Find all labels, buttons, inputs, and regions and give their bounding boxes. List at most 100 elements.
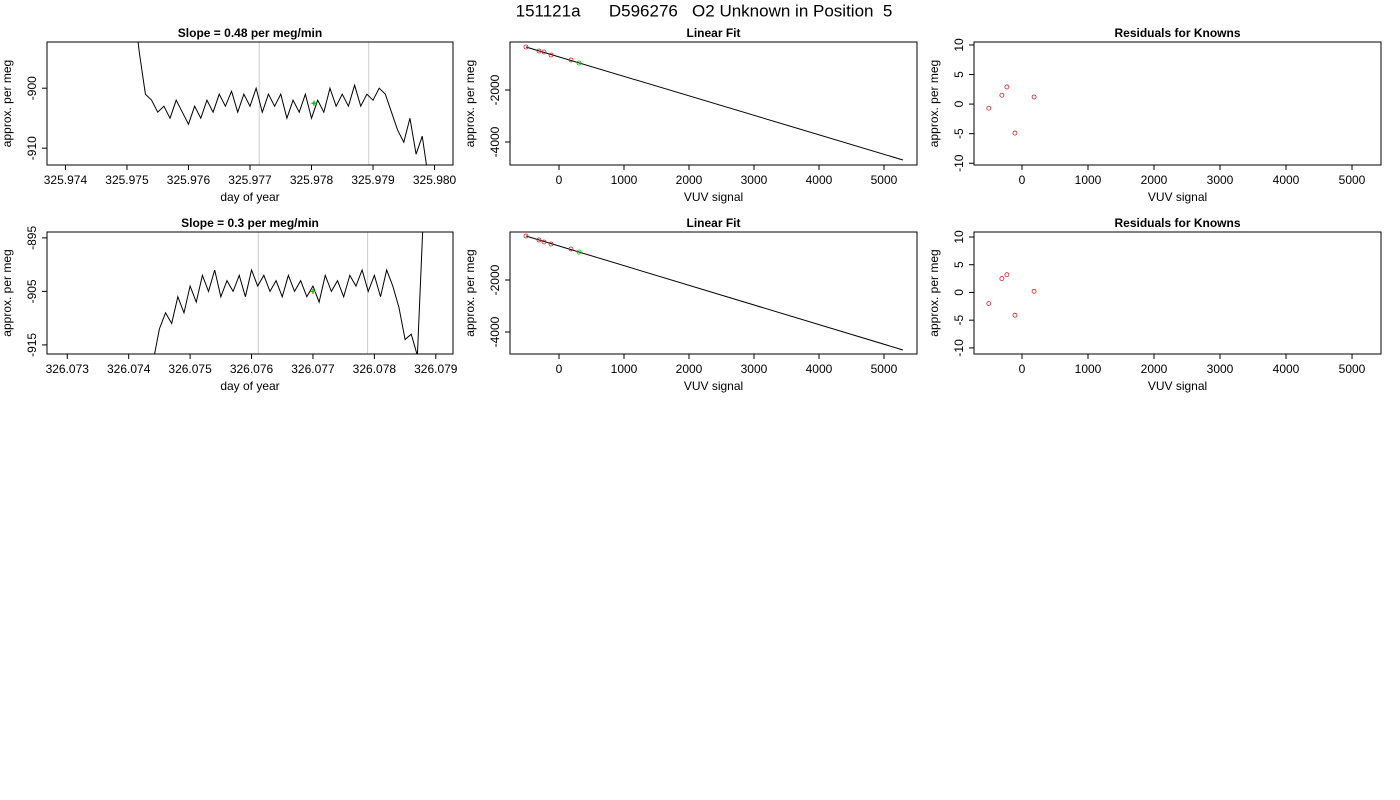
marker bbox=[310, 288, 316, 294]
x-tick-label: 2000 bbox=[1141, 173, 1168, 187]
x-tick-label: 0 bbox=[1019, 173, 1026, 187]
plot-area bbox=[154, 232, 424, 354]
y-tick-label: 0 bbox=[952, 100, 966, 107]
x-tick-label: 326.077 bbox=[291, 362, 335, 376]
x-tick-label: 4000 bbox=[1273, 173, 1300, 187]
x-tick-label: 5000 bbox=[871, 173, 898, 187]
plot-area bbox=[986, 272, 1037, 318]
x-tick-label: 5000 bbox=[1339, 362, 1366, 376]
point bbox=[523, 44, 529, 50]
figure-title: 151121a D596276 O2 Unknown in Position 5 bbox=[516, 1, 893, 20]
x-axis-label: day of year bbox=[220, 379, 279, 393]
panel: Residuals for Knowns VUV signal approx. pe… bbox=[927, 216, 1382, 393]
point bbox=[1004, 272, 1010, 278]
panel: Slope = 0.3 per meg/min day of year approx… bbox=[0, 216, 458, 393]
x-tick-label: 1000 bbox=[1075, 173, 1102, 187]
point bbox=[986, 105, 992, 111]
panel-title: Slope = 0.3 per meg/min bbox=[181, 216, 319, 230]
fit-line bbox=[525, 235, 904, 351]
x-tick-label: 325.980 bbox=[413, 173, 457, 187]
x-tick-label: 0 bbox=[1019, 362, 1026, 376]
point bbox=[576, 249, 582, 255]
plot-area bbox=[137, 42, 427, 165]
frame bbox=[46, 231, 454, 355]
y-tick-label: -910 bbox=[25, 136, 39, 160]
x-tick-label: 325.976 bbox=[167, 173, 211, 187]
y-tick-label: -10 bbox=[952, 154, 966, 172]
x-tick-label: 3000 bbox=[1207, 362, 1234, 376]
plot-area bbox=[523, 233, 904, 351]
x-axis-label: day of year bbox=[220, 190, 279, 204]
x-tick-label: 4000 bbox=[806, 173, 833, 187]
panel: Slope = 0.48 per meg/min day of year appro… bbox=[0, 26, 457, 204]
y-axis-label: approx. per meg bbox=[0, 249, 14, 336]
x-tick-label: 2000 bbox=[676, 173, 703, 187]
x-tick-label: 325.979 bbox=[351, 173, 395, 187]
y-tick-label: 5 bbox=[952, 71, 966, 78]
y-axis-label: approx. per meg bbox=[0, 60, 14, 147]
point bbox=[1012, 130, 1018, 136]
panel-title: Linear Fit bbox=[686, 216, 740, 230]
x-tick-label: 3000 bbox=[1207, 173, 1234, 187]
x-tick-label: 326.076 bbox=[230, 362, 274, 376]
point bbox=[1012, 312, 1018, 318]
y-tick-label: -895 bbox=[25, 226, 39, 250]
x-axis-label: VUV signal bbox=[1148, 190, 1207, 204]
x-tick-label: 326.073 bbox=[46, 362, 90, 376]
point bbox=[548, 52, 554, 58]
x-tick-label: 325.978 bbox=[290, 173, 334, 187]
panel-title: Residuals for Knowns bbox=[1114, 216, 1240, 230]
frame bbox=[509, 231, 918, 355]
x-axis-label: VUV signal bbox=[684, 379, 743, 393]
x-tick-label: 1000 bbox=[611, 173, 638, 187]
data-line bbox=[137, 42, 427, 165]
frame bbox=[973, 231, 1382, 355]
panel-title: Linear Fit bbox=[686, 26, 740, 40]
point bbox=[541, 239, 547, 245]
y-tick-label: 0 bbox=[952, 289, 966, 296]
plot-area bbox=[986, 84, 1037, 136]
frame bbox=[46, 41, 454, 166]
point bbox=[986, 301, 992, 306]
x-tick-label: 5000 bbox=[1339, 173, 1366, 187]
marker bbox=[311, 100, 317, 106]
point bbox=[999, 276, 1005, 281]
x-tick-label: 0 bbox=[556, 173, 563, 187]
x-tick-label: 326.079 bbox=[414, 362, 458, 376]
x-tick-label: 3000 bbox=[741, 362, 768, 376]
y-tick-label: -900 bbox=[25, 76, 39, 100]
x-tick-label: 2000 bbox=[676, 362, 703, 376]
point bbox=[999, 92, 1005, 98]
panel: Linear Fit VUV signal approx. per meg 0 1000… bbox=[463, 216, 918, 393]
frame bbox=[509, 41, 918, 166]
x-tick-label: 325.977 bbox=[228, 173, 272, 187]
y-tick-label: -5 bbox=[952, 315, 966, 326]
point bbox=[568, 57, 574, 63]
y-tick-label: 10 bbox=[952, 230, 966, 244]
point bbox=[523, 233, 529, 239]
x-tick-label: 326.075 bbox=[168, 362, 212, 376]
panel: Residuals for Knowns VUV signal approx. pe… bbox=[927, 26, 1382, 204]
y-tick-label: -10 bbox=[952, 339, 966, 357]
y-tick-label: -905 bbox=[25, 279, 39, 303]
point bbox=[1004, 84, 1010, 90]
x-tick-label: 1000 bbox=[611, 362, 638, 376]
point bbox=[548, 241, 554, 247]
y-tick-label: 5 bbox=[952, 261, 966, 268]
y-tick-label: 10 bbox=[952, 38, 966, 52]
y-tick-label: -915 bbox=[25, 333, 39, 357]
panel-title: Slope = 0.48 per meg/min bbox=[178, 26, 322, 40]
x-tick-label: 326.074 bbox=[107, 362, 151, 376]
panel: Linear Fit VUV signal approx. per meg 0 1000… bbox=[463, 26, 918, 204]
x-axis-label: VUV signal bbox=[684, 190, 743, 204]
panel-title: Residuals for Knowns bbox=[1114, 26, 1240, 40]
x-tick-label: 5000 bbox=[871, 362, 898, 376]
y-tick-label: -2000 bbox=[488, 74, 502, 105]
y-axis-label: approx. per meg bbox=[463, 60, 477, 147]
point bbox=[576, 60, 582, 66]
x-tick-label: 0 bbox=[556, 362, 563, 376]
point bbox=[541, 49, 547, 55]
y-axis-label: approx. per meg bbox=[463, 249, 477, 336]
